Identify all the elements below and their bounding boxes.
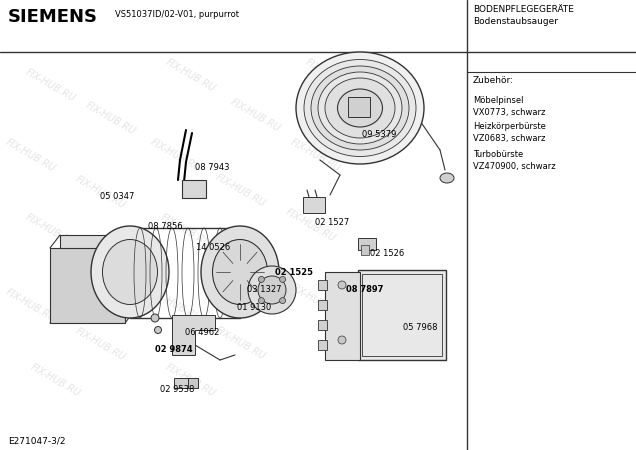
Bar bbox=[325, 272, 360, 360]
Text: FIX-HUB.RU: FIX-HUB.RU bbox=[148, 137, 202, 173]
Text: FIX-HUB.RU: FIX-HUB.RU bbox=[163, 57, 217, 93]
Text: VS51037ID/02-V01, purpurrot: VS51037ID/02-V01, purpurrot bbox=[115, 10, 239, 19]
Ellipse shape bbox=[318, 72, 402, 144]
Text: 02 1526: 02 1526 bbox=[370, 249, 404, 258]
Text: 05 7968: 05 7968 bbox=[403, 323, 438, 332]
Text: SIEMENS: SIEMENS bbox=[8, 8, 98, 26]
Ellipse shape bbox=[338, 89, 382, 127]
Ellipse shape bbox=[280, 276, 286, 283]
Text: FIX-HUB.RU: FIX-HUB.RU bbox=[368, 99, 422, 136]
Text: FIX-HUB.RU: FIX-HUB.RU bbox=[148, 287, 202, 324]
Bar bbox=[318, 340, 327, 350]
Ellipse shape bbox=[258, 276, 286, 304]
Text: FIX-HUB.RU: FIX-HUB.RU bbox=[213, 324, 266, 361]
Text: FIX-HUB.RU: FIX-HUB.RU bbox=[213, 171, 266, 208]
Ellipse shape bbox=[304, 59, 416, 157]
Text: 02 9538: 02 9538 bbox=[160, 385, 195, 394]
Text: 14 0526: 14 0526 bbox=[196, 243, 230, 252]
Bar bbox=[362, 274, 442, 356]
Text: 02 9874: 02 9874 bbox=[155, 345, 193, 354]
Bar bbox=[182, 180, 206, 198]
Ellipse shape bbox=[151, 314, 159, 322]
Text: FIX-HUB.RU: FIX-HUB.RU bbox=[288, 282, 342, 318]
Ellipse shape bbox=[280, 297, 286, 304]
Text: 03 1327: 03 1327 bbox=[247, 285, 282, 294]
Text: 08 7897: 08 7897 bbox=[346, 285, 384, 294]
Ellipse shape bbox=[296, 52, 424, 164]
Ellipse shape bbox=[440, 173, 454, 183]
Text: FIX-HUB.RU: FIX-HUB.RU bbox=[283, 207, 336, 243]
Bar bbox=[361, 245, 369, 255]
Ellipse shape bbox=[201, 226, 279, 318]
Text: FIX-HUB.RU: FIX-HUB.RU bbox=[24, 212, 77, 248]
Bar bbox=[174, 378, 188, 388]
Text: FIX-HUB.RU: FIX-HUB.RU bbox=[213, 247, 266, 284]
Ellipse shape bbox=[155, 327, 162, 333]
Text: 08 7856: 08 7856 bbox=[148, 222, 183, 231]
Bar bbox=[60, 235, 135, 310]
Text: 05 0347: 05 0347 bbox=[100, 192, 134, 201]
Bar bbox=[188, 378, 198, 388]
Text: Zubehör:: Zubehör: bbox=[473, 76, 514, 85]
Ellipse shape bbox=[258, 297, 265, 304]
Text: Turbobürste
VZ470900, schwarz: Turbobürste VZ470900, schwarz bbox=[473, 150, 556, 171]
Text: Heizkörperbürste
VZ0683, schwarz: Heizkörperbürste VZ0683, schwarz bbox=[473, 122, 546, 144]
Ellipse shape bbox=[325, 78, 395, 138]
Ellipse shape bbox=[91, 226, 169, 318]
Bar bbox=[50, 248, 125, 323]
Text: FIX-HUB.RU: FIX-HUB.RU bbox=[73, 174, 127, 210]
Ellipse shape bbox=[338, 336, 346, 344]
Bar bbox=[318, 280, 327, 290]
Text: 02 1525: 02 1525 bbox=[275, 268, 313, 277]
Bar bbox=[358, 238, 376, 250]
Text: FIX-HUB.RU: FIX-HUB.RU bbox=[163, 362, 217, 398]
Ellipse shape bbox=[311, 66, 409, 150]
Ellipse shape bbox=[338, 281, 346, 289]
Ellipse shape bbox=[102, 239, 158, 305]
Bar bbox=[348, 97, 370, 117]
Text: 08 7943: 08 7943 bbox=[195, 163, 230, 172]
Bar bbox=[318, 300, 327, 310]
Text: FIX-HUB.RU: FIX-HUB.RU bbox=[73, 326, 127, 362]
Text: E271047-3/2: E271047-3/2 bbox=[8, 436, 66, 445]
Text: 02 1527: 02 1527 bbox=[315, 218, 349, 227]
Bar bbox=[303, 197, 325, 213]
Text: FIX-HUB.RU: FIX-HUB.RU bbox=[288, 137, 342, 173]
Text: Möbelpinsel
VX0773, schwarz: Möbelpinsel VX0773, schwarz bbox=[473, 96, 546, 117]
Ellipse shape bbox=[258, 276, 265, 283]
Text: FIX-HUB.RU: FIX-HUB.RU bbox=[3, 137, 57, 173]
Text: FIX-HUB.RU: FIX-HUB.RU bbox=[28, 362, 82, 398]
Ellipse shape bbox=[212, 239, 268, 305]
Text: FIX-HUB.RU: FIX-HUB.RU bbox=[3, 287, 57, 324]
Text: FIX-HUB.RU: FIX-HUB.RU bbox=[158, 212, 212, 248]
Text: 06 4962: 06 4962 bbox=[185, 328, 219, 337]
Bar bbox=[358, 270, 446, 360]
Polygon shape bbox=[172, 315, 215, 355]
Text: FIX-HUB.RU: FIX-HUB.RU bbox=[83, 99, 137, 136]
Ellipse shape bbox=[248, 266, 296, 314]
Text: 01 9130: 01 9130 bbox=[237, 303, 271, 312]
Text: FIX-HUB.RU: FIX-HUB.RU bbox=[24, 67, 77, 104]
Text: 09 5379: 09 5379 bbox=[362, 130, 396, 139]
Text: FIX-HUB.RU: FIX-HUB.RU bbox=[228, 97, 282, 133]
Text: FIX-HUB.RU: FIX-HUB.RU bbox=[303, 57, 357, 93]
Text: FIX-HUB.RU: FIX-HUB.RU bbox=[73, 250, 127, 286]
Bar bbox=[318, 320, 327, 330]
Text: BODENPFLEGEGERÄTE
Bodenstaubsauger: BODENPFLEGEGERÄTE Bodenstaubsauger bbox=[473, 5, 574, 27]
